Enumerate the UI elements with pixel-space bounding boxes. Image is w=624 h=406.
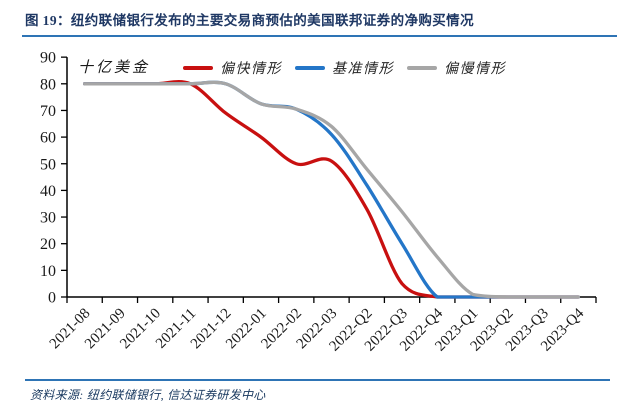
legend-item-fast: 偏快情形 [183,58,282,78]
y-tick-label: 70 [40,103,56,120]
figure-title: 图 19：纽约联储银行发布的主要交易商预估的美国联邦证券的净购买情况 [25,13,474,28]
legend-label-base: 基准情形 [332,62,394,77]
y-tick-label: 50 [40,156,56,173]
y-tick-label: 40 [40,183,56,200]
chart-legend: 偏快情形 基准情形 偏慢情形 [183,58,506,78]
y-tick-label: 10 [40,263,56,280]
legend-swatch-fast [183,66,213,70]
legend-item-base: 基准情形 [295,58,394,78]
legend-label-slow: 偏慢情形 [444,62,506,77]
legend-label-fast: 偏快情形 [220,62,282,77]
series-line-fast [82,80,581,299]
series-line-slow [82,80,581,299]
legend-swatch-slow [407,66,437,70]
legend-swatch-base [295,66,325,70]
y-tick-label: 60 [40,130,56,147]
series-line-base [82,80,581,299]
y-tick-label: 30 [40,210,56,227]
y-tick-label: 90 [40,50,56,67]
title-divider [22,35,617,37]
y-tick-label: 0 [48,290,56,307]
y-axis-unit-label: 十亿美金 [78,60,151,76]
footer-divider [25,379,610,381]
source-note: 资料来源: 纽约联储银行, 信达证券研发中心 [30,388,266,402]
legend-item-slow: 偏慢情形 [407,58,506,78]
y-tick-label: 20 [40,236,56,253]
y-tick-label: 80 [40,76,56,93]
